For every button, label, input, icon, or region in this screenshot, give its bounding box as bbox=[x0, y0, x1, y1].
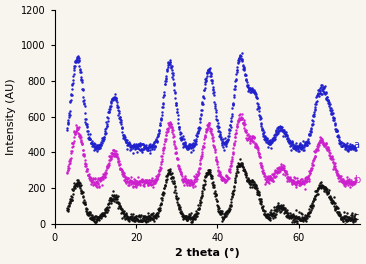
Y-axis label: Intensity (AU): Intensity (AU) bbox=[5, 78, 16, 155]
Text: b: b bbox=[354, 175, 360, 185]
Text: a: a bbox=[354, 140, 360, 150]
X-axis label: 2 theta (°): 2 theta (°) bbox=[175, 248, 240, 258]
Text: c: c bbox=[354, 212, 359, 222]
